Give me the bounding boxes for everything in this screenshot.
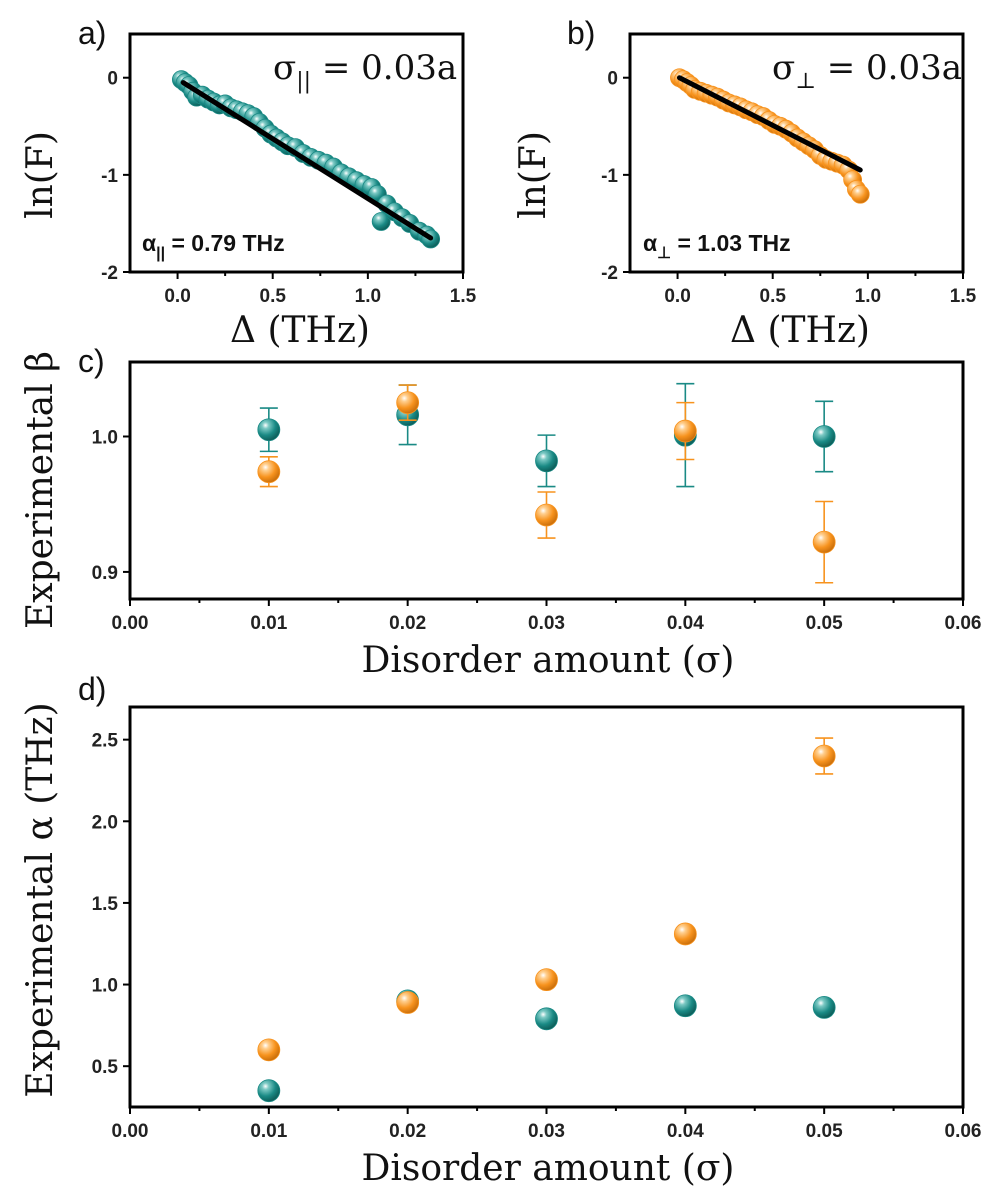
- panel-label-d: d): [78, 671, 106, 707]
- x-tick-label-d: 0.03: [528, 1121, 565, 1142]
- x-tick-label-a: 1.0: [355, 286, 381, 307]
- y-axis-label-d: Experimental α (THz): [20, 702, 61, 1097]
- annotation-sigma-parallel: σ|| = 0.03a: [273, 48, 457, 94]
- fit-label-alpha-perp: α⊥ = 1.03 THz: [643, 230, 791, 262]
- y-tick-label-d: 2.0: [92, 812, 118, 833]
- data-point-parallel: [371, 212, 391, 231]
- x-tick-label-b: 0.5: [760, 286, 787, 307]
- data-point-perpendicular: [257, 460, 281, 484]
- x-tick-label-d: 0.01: [250, 1121, 287, 1142]
- data-point-perpendicular: [396, 991, 420, 1014]
- data-point-parallel: [812, 996, 836, 1019]
- data-point-parallel: [535, 449, 558, 473]
- fit-line-b: [676, 75, 863, 173]
- x-tick-label-c: 0.05: [806, 613, 843, 634]
- plot-frame-a: [128, 32, 465, 274]
- data-point-parallel: [812, 425, 836, 448]
- y-tick-label-b: -1: [601, 166, 618, 187]
- chart-c: c) Disorder amount (σ) Experimental β 0.…: [20, 343, 981, 681]
- data-point-perpendicular: [257, 1038, 281, 1062]
- annotation-sigma-perp: σ⊥ = 0.03a: [772, 48, 962, 94]
- data-point-parallel: [257, 418, 281, 442]
- data-point-parallel: [673, 994, 697, 1018]
- y-axis-label-b: ln(F): [513, 131, 554, 219]
- y-axis-label-c: Experimental β: [20, 351, 61, 629]
- data-point-parallel: [257, 1079, 281, 1103]
- fit-label-alpha-parallel: α|| = 0.79 THz: [142, 230, 285, 262]
- x-tick-label-c: 0.03: [528, 613, 565, 634]
- data-point-perpendicular: [535, 503, 558, 527]
- chart-b: b) σ⊥ = 0.03a α⊥ = 1.03 THz Δ (THz) ln(F…: [513, 15, 977, 351]
- x-axis-label-a: Δ (THz): [230, 310, 370, 351]
- x-axis-label-b: Δ (THz): [730, 310, 870, 351]
- panel-label-a: a): [78, 15, 106, 51]
- x-tick-label-c: 0.01: [250, 613, 287, 634]
- y-tick-label-b: -2: [601, 263, 618, 284]
- y-tick-label-d: 1.0: [92, 976, 118, 997]
- data-point-perpendicular: [673, 419, 697, 443]
- y-tick-label-d: 1.5: [92, 894, 119, 915]
- plot-frame-d: [128, 705, 965, 1109]
- plot-frame-b: [628, 32, 965, 274]
- x-axis-label-d: Disorder amount (σ): [362, 1148, 735, 1189]
- panel-label-c: c): [78, 343, 105, 379]
- data-point-perpendicular: [812, 530, 836, 554]
- x-tick-label-d: 0.02: [389, 1121, 426, 1142]
- x-tick-label-b: 1.5: [950, 286, 977, 307]
- x-tick-label-a: 0.0: [164, 286, 190, 307]
- chart-a: a) σ|| = 0.03a α|| = 0.79 THz Δ (THz) ln…: [20, 15, 477, 351]
- data-point-parallel: [535, 1007, 558, 1031]
- x-axis-label-c: Disorder amount (σ): [362, 640, 735, 681]
- x-tick-label-a: 1.5: [450, 286, 477, 307]
- chart-d: d) Disorder amount (σ) Experimental α (T…: [20, 671, 981, 1189]
- y-tick-label-d: 0.5: [92, 1057, 119, 1078]
- y-tick-label-c: 0.9: [92, 563, 118, 584]
- y-tick-label-d: 2.5: [92, 731, 119, 752]
- x-tick-label-c: 0.04: [667, 613, 704, 634]
- panel-label-b: b): [567, 15, 595, 51]
- y-tick-label-b: 0: [607, 69, 618, 90]
- y-axis-label-a: ln(F): [20, 131, 61, 219]
- y-tick-label-a: -2: [101, 263, 118, 284]
- x-tick-label-a: 0.5: [260, 286, 287, 307]
- data-point-perpendicular: [535, 968, 558, 992]
- x-tick-label-b: 0.0: [664, 286, 690, 307]
- x-tick-label-c: 0.06: [945, 613, 982, 634]
- fit-line-a: [180, 80, 434, 241]
- y-tick-label-a: 0: [107, 69, 118, 90]
- x-tick-label-d: 0.00: [112, 1121, 149, 1142]
- x-tick-label-c: 0.00: [112, 613, 149, 634]
- y-tick-label-c: 1.0: [92, 427, 118, 448]
- x-tick-label-d: 0.06: [945, 1121, 982, 1142]
- x-tick-label-d: 0.05: [806, 1121, 843, 1142]
- data-point-perpendicular: [396, 391, 420, 415]
- data-point-perpendicular: [812, 744, 836, 768]
- data-point-perpendicular: [850, 184, 870, 204]
- x-tick-label-d: 0.04: [667, 1121, 704, 1142]
- y-tick-label-a: -1: [101, 166, 118, 187]
- data-point-perpendicular: [673, 922, 697, 946]
- x-tick-label-c: 0.02: [389, 613, 426, 634]
- x-tick-label-b: 1.0: [855, 286, 881, 307]
